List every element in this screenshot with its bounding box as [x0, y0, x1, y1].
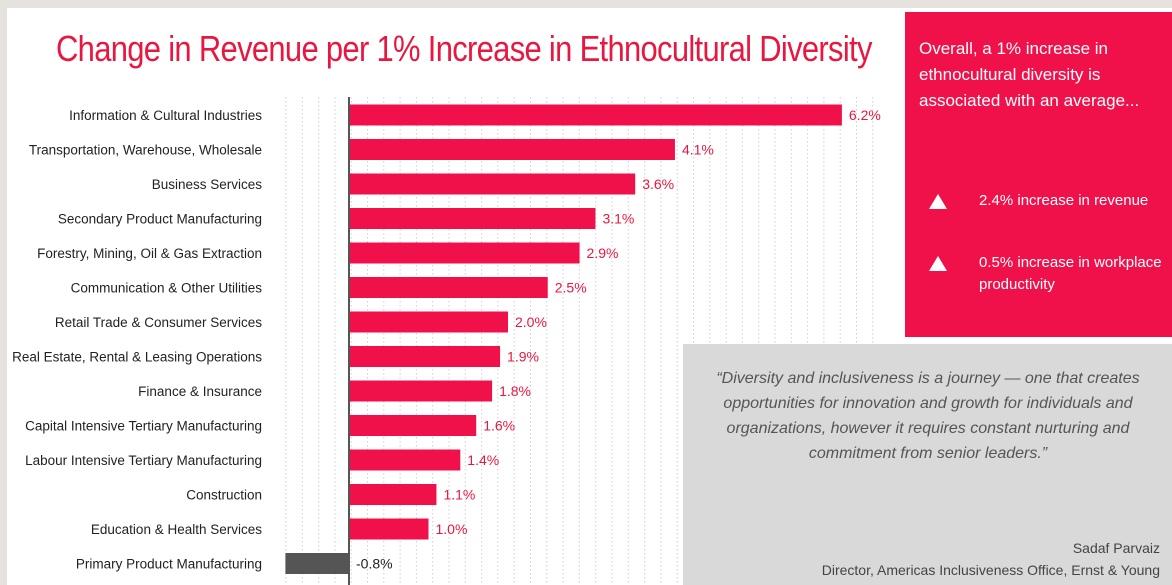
quote-box: “Diversity and inclusiveness is a journe…: [683, 344, 1172, 585]
category-label: Secondary Product Manufacturing: [58, 212, 262, 227]
data-label: 1.9%: [507, 349, 539, 365]
category-label: Communication & Other Utilities: [71, 281, 263, 296]
quote-text: “Diversity and inclusiveness is a journe…: [716, 370, 1140, 462]
category-label: Primary Product Manufacturing: [76, 557, 262, 572]
category-label: Education & Health Services: [91, 522, 262, 537]
up-triangle-icon: [929, 194, 947, 209]
bar: [349, 242, 580, 264]
bar: [349, 518, 429, 540]
bar: [349, 380, 493, 402]
quote-attribution: Sadaf Parvaiz Director, Americas Inclusi…: [700, 537, 1160, 581]
bar: [349, 484, 437, 505]
data-label: 2.5%: [555, 280, 587, 296]
quote-author-name: Sadaf Parvaiz: [1072, 540, 1160, 556]
data-label: 4.1%: [682, 142, 714, 158]
bar: [349, 415, 477, 436]
data-label: 2.0%: [515, 314, 547, 330]
data-label: 6.2%: [849, 107, 881, 123]
data-label: 3.1%: [602, 211, 634, 227]
bar: [349, 139, 675, 160]
bar: [285, 553, 349, 574]
bar: [349, 173, 636, 195]
stat-revenue-text: 2.4% increase in revenue: [979, 192, 1149, 209]
data-label: 1.8%: [499, 383, 531, 399]
data-label: 1.0%: [436, 521, 468, 537]
category-label: Forestry, Mining, Oil & Gas Extraction: [37, 246, 262, 261]
category-label: Information & Cultural Industries: [69, 108, 262, 123]
bar: [349, 104, 842, 126]
category-label: Business Services: [152, 177, 263, 192]
data-label: 1.4%: [467, 452, 499, 468]
bar-chart: Information & Cultural Industries 6.2% Tra…: [12, 97, 881, 585]
quote-author-role: Director, Americas Inclusiveness Office,…: [821, 562, 1160, 578]
bar: [349, 311, 508, 333]
data-label: -0.8%: [356, 556, 393, 572]
bar: [349, 277, 548, 298]
category-label: Capital Intensive Tertiary Manufacturing: [25, 419, 262, 434]
category-label: Labour Intensive Tertiary Manufacturing: [25, 453, 262, 468]
category-label: Construction: [186, 488, 262, 503]
category-label: Finance & Insurance: [138, 384, 262, 399]
summary-box: Overall, a 1% increase in ethnocultural …: [905, 12, 1172, 337]
up-triangle-icon: [929, 256, 947, 271]
chart-title: Change in Revenue per 1% Increase in Eth…: [56, 28, 872, 69]
bar: [349, 346, 501, 367]
category-label: Retail Trade & Consumer Services: [55, 315, 262, 330]
data-label: 3.6%: [642, 176, 674, 192]
data-label: 1.6%: [483, 418, 515, 434]
stat-productivity-text: 0.5% increase in workplace productivity: [979, 254, 1162, 293]
summary-intro: Overall, a 1% increase in ethnocultural …: [919, 39, 1140, 110]
category-label: Transportation, Warehouse, Wholesale: [29, 143, 262, 158]
data-label: 1.1%: [443, 487, 475, 503]
bar: [349, 449, 461, 471]
data-label: 2.9%: [587, 245, 619, 261]
category-label: Real Estate, Rental & Leasing Operations: [12, 350, 262, 365]
bar: [349, 208, 596, 229]
